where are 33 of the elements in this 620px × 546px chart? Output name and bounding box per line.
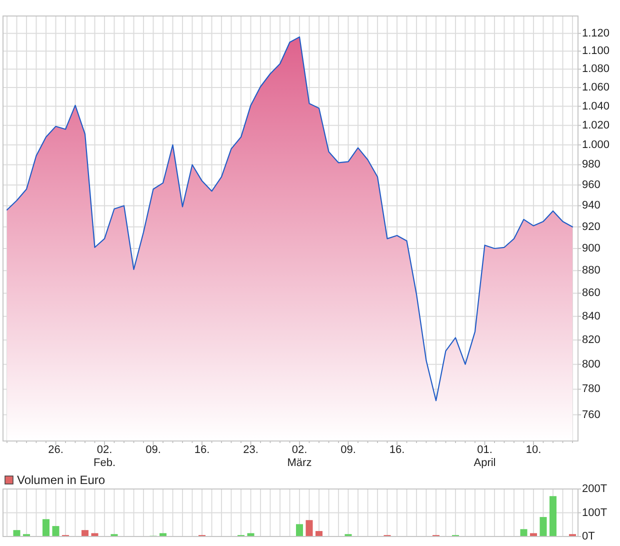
y-tick-label: 0T — [582, 530, 596, 542]
legend-label: Volumen in Euro — [17, 473, 106, 488]
y-tick-label: 780 — [582, 383, 600, 396]
y-tick-label: 1.060 — [582, 81, 610, 94]
x-tick-label: 02. März — [287, 444, 312, 469]
y-tick-label: 840 — [582, 310, 600, 322]
x-tick-label: 01. April — [474, 444, 496, 469]
x-tick-label: 09. — [340, 444, 356, 456]
y-tick-label: 1.100 — [582, 45, 610, 58]
x-tick-label: 16. — [389, 444, 405, 456]
y-tick-label: 1.040 — [582, 100, 610, 112]
y-tick-label: 960 — [582, 178, 600, 191]
x-tick-label: 23. — [243, 444, 258, 456]
y-tick-label: 100T — [582, 506, 608, 519]
y-tick-label: 200T — [582, 482, 608, 495]
y-tick-label: 820 — [582, 334, 600, 346]
y-tick-label: 880 — [582, 264, 600, 276]
y-tick-label: 800 — [582, 358, 600, 370]
x-tick-label: 02. Feb. — [93, 444, 116, 469]
y-tick-label: 1.020 — [582, 119, 610, 132]
y-tick-label: 760 — [582, 408, 600, 421]
x-tick-label: 26. — [48, 444, 64, 456]
y-tick-label: 860 — [582, 287, 600, 300]
y-tick-label: 1.120 — [582, 27, 610, 40]
y-tick-label: 940 — [582, 200, 600, 212]
y-tick-label: 1.000 — [582, 138, 610, 151]
y-tick-label: 900 — [582, 242, 600, 254]
x-tick-label: 10. — [526, 444, 542, 456]
x-tick-label: 16. — [194, 444, 210, 456]
y-tick-label: 920 — [582, 220, 600, 233]
y-tick-label: 980 — [582, 158, 600, 171]
y-tick-label: 1.080 — [582, 63, 610, 76]
x-tick-label: 09. — [146, 444, 161, 456]
